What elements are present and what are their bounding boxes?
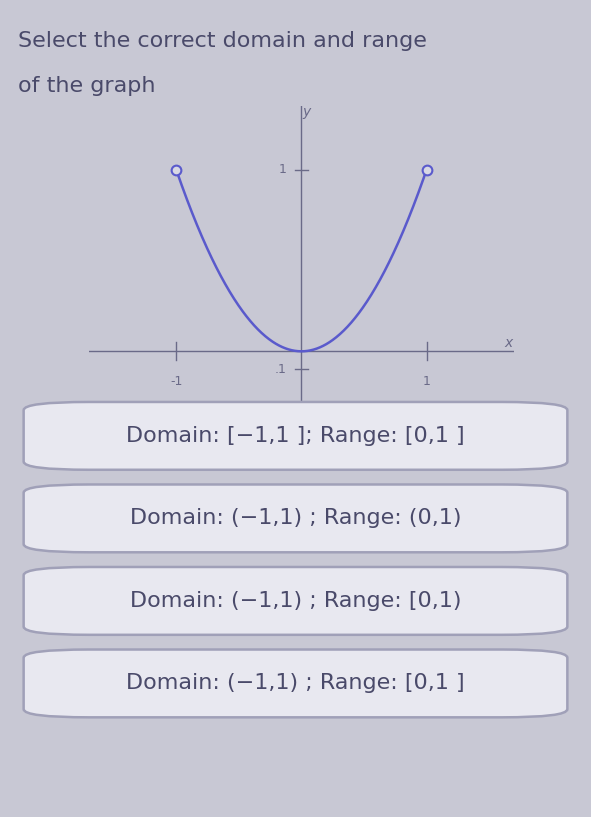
Text: Domain: [−1,1 ]; Range: [0,1 ]: Domain: [−1,1 ]; Range: [0,1 ] [126,426,465,446]
Text: x: x [504,336,512,350]
Text: Domain: (−1,1) ; Range: (0,1): Domain: (−1,1) ; Range: (0,1) [130,508,461,529]
FancyBboxPatch shape [24,402,567,470]
FancyBboxPatch shape [24,484,567,552]
FancyBboxPatch shape [24,567,567,635]
Text: 1: 1 [278,163,287,176]
FancyBboxPatch shape [24,650,567,717]
Text: Select the correct domain and range: Select the correct domain and range [18,30,427,51]
Text: y: y [302,105,310,119]
Text: .1: .1 [274,363,287,376]
Text: 1: 1 [423,375,430,388]
Text: Domain: (−1,1) ; Range: [0,1): Domain: (−1,1) ; Range: [0,1) [130,591,461,611]
Text: Domain: (−1,1) ; Range: [0,1 ]: Domain: (−1,1) ; Range: [0,1 ] [126,673,465,694]
Text: -1: -1 [170,375,183,388]
Text: of the graph: of the graph [18,76,155,96]
